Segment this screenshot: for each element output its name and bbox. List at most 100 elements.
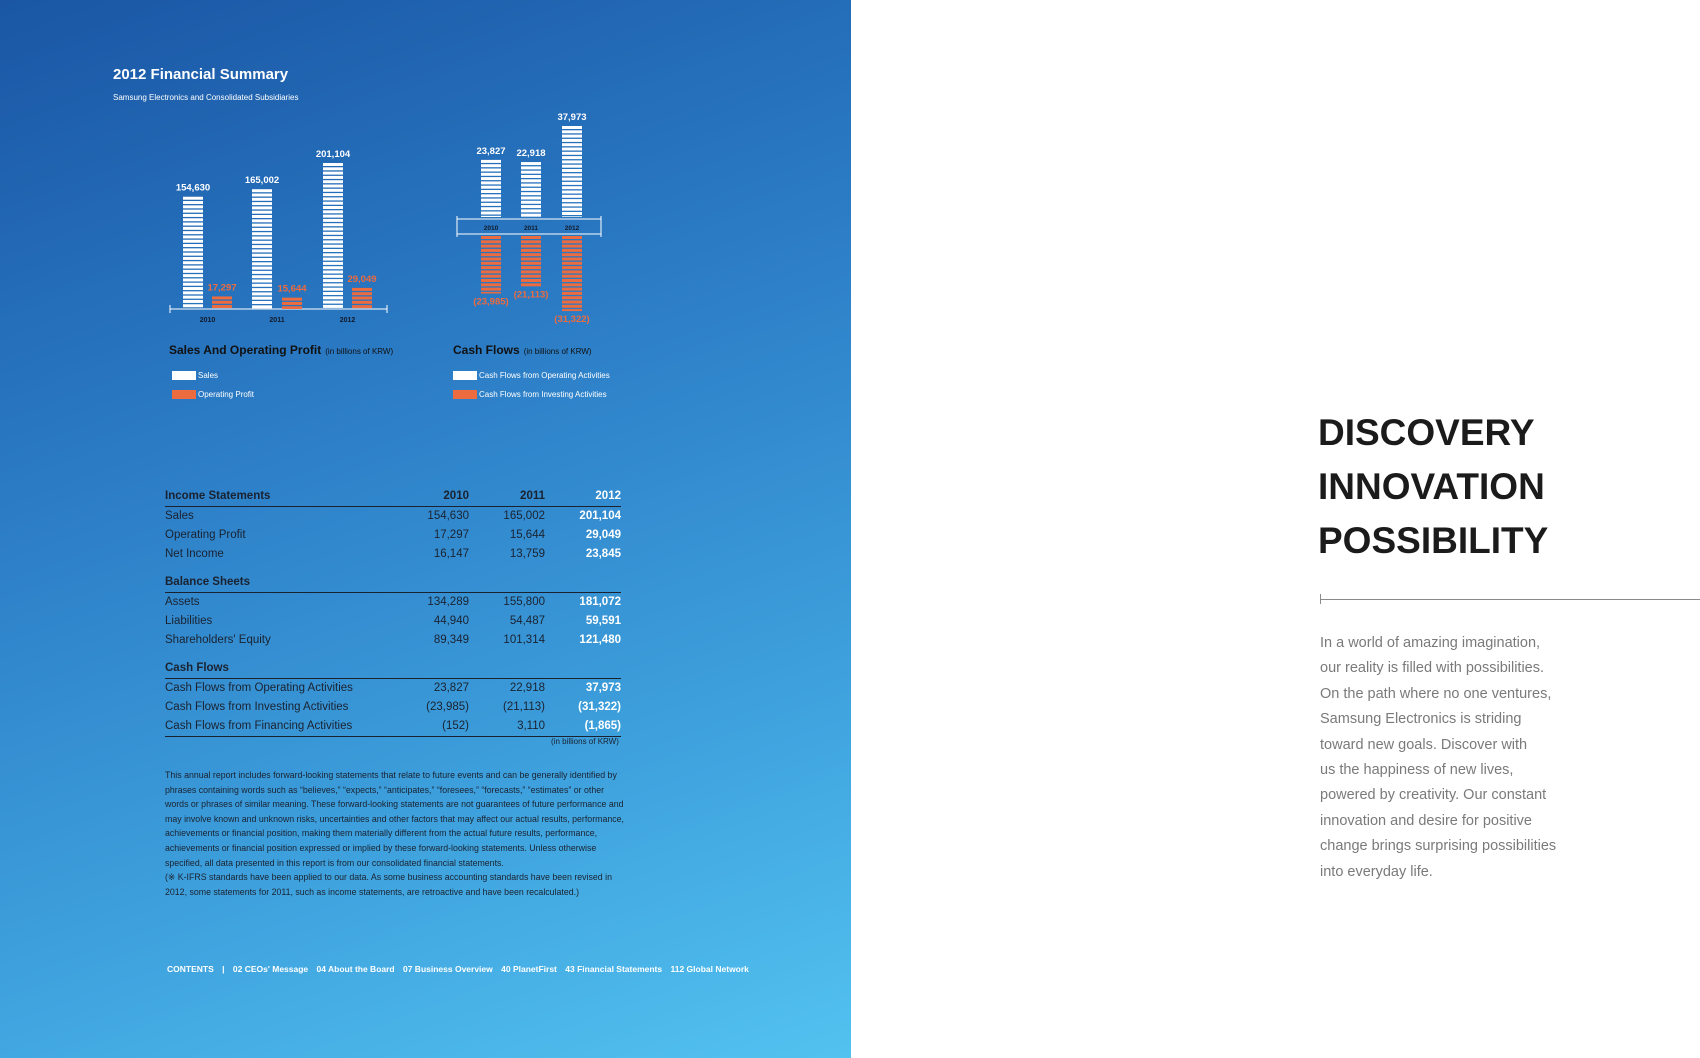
disclaimer-text: This annual report includes forward-look… [165,770,624,868]
table-section-row: Balance Sheets [165,573,621,593]
table-header-row: Income Statements 2010 2011 2012 [165,487,621,507]
bar-stripe [252,296,272,300]
year-header: 2011 [469,487,545,507]
bar-stripe [252,227,272,231]
bar-stripe [323,287,343,291]
bar-stripe [323,167,343,171]
table-section-row: Cash Flows [165,659,621,679]
bar-stripe [521,270,541,274]
bar-stripe [252,249,272,253]
bar-stripe [323,266,343,270]
bar-stripe [323,274,343,278]
cfi-value-label: (23,985) [473,296,508,307]
bar-stripe [183,196,203,200]
bar-stripe [562,181,582,185]
bar-stripe [323,240,343,244]
bar-stripe [481,244,501,248]
sales-bar [323,163,343,308]
bar-stripe [323,206,343,209]
bar-stripe [323,227,343,231]
bar-stripe [481,240,501,244]
bar-stripe [562,287,582,291]
bar-stripe [521,261,541,265]
bar-stripe [252,202,272,206]
bar-stripe [521,174,541,178]
toc-link-global-network[interactable]: 112 Global Network [670,964,749,974]
bar-stripe [562,216,582,217]
cfo-bar [481,159,501,217]
intro-line: into everyday life. [1320,863,1433,880]
bar-stripe [521,187,541,191]
headline-line: INNOVATION [1318,466,1545,507]
bar-stripe [562,160,582,164]
bar-stripe [481,177,501,181]
bar-stripe [183,213,203,217]
bar-stripe [481,159,501,163]
bar-stripe [252,288,272,292]
cell: 29,049 [585,529,621,541]
bar-stripe [183,209,203,213]
cell: 89,349 [433,634,469,646]
chart1-year-label: 2012 [340,317,356,324]
bar-stripe [562,300,582,304]
bar-stripe [481,257,501,261]
cfi-bar [481,236,501,294]
legend-op-label: Operating Profit [198,390,255,399]
intro-line: change brings surprising possibilities [1320,838,1557,855]
bar-stripe [252,275,272,279]
bar-stripe [252,193,272,197]
bar-stripe [252,206,272,210]
bar-stripe [562,169,582,172]
bar-stripe [481,236,501,239]
cfo-bar [562,126,582,217]
bar-stripe [183,278,203,282]
table-row: Assets 134,289 155,800 181,072 [165,593,621,613]
bar-stripe [183,226,203,230]
section-heading: Income Statements [165,487,393,507]
cell: 54,487 [509,615,545,627]
toc-link-planetfirst[interactable]: 40 PlanetFirst [501,964,557,974]
bar-stripe [323,253,343,257]
table-unit-note: (in billions of KRW) [551,737,619,746]
bar-stripe [562,253,582,257]
toc-link-about-board[interactable]: 04 About the Board [316,964,395,974]
bar-stripe [323,214,343,218]
intro-line: Samsung Electronics is striding [1320,711,1522,728]
bar-stripe [252,253,272,257]
cash-chart-title-text: Cash Flows [453,343,520,357]
bar-stripe [481,194,501,198]
bar-stripe [562,156,582,160]
cell: 181,072 [579,596,621,608]
bar-stripe [562,257,582,261]
toc-link-financial-statements[interactable]: 43 Financial Statements [565,964,663,974]
bar-stripe [183,239,203,243]
bar-stripe [252,245,272,249]
row-label: Liabilities [165,615,213,627]
table-row: Cash Flows from Investing Activities (23… [165,698,621,717]
divider-line [1320,599,1700,600]
cash-chart-title: Cash Flows (in billions of KRW) [453,343,592,357]
bar-stripe [562,266,582,270]
toc-link-business-overview[interactable]: 07 Business Overview [402,964,493,974]
cell: 23,827 [433,682,469,694]
bar-stripe [521,248,541,252]
sales-value-label: 201,104 [316,149,351,160]
legend-cfi-label: Cash Flows from Investing Activities [479,390,607,399]
bar-stripe [323,292,343,295]
cfo-value-label: 23,827 [476,146,505,157]
row-label: Cash Flows from Investing Activities [165,701,349,713]
cell: (1,865) [545,717,621,737]
table-row: Sales 154,630 165,002 201,104 [165,507,621,527]
bar-stripe [282,306,302,309]
toc-link-ceos-message[interactable]: 02 CEOs' Message [232,964,309,974]
bar-stripe [183,282,203,286]
bar-stripe [562,151,582,155]
cell: 134,289 [427,596,469,608]
headline: DISCOVERY INNOVATION POSSIBILITY [1318,406,1548,568]
bar-stripe [481,198,501,202]
chart1-year-label: 2010 [200,317,216,324]
operating-profit-value-label: 17,297 [207,282,236,293]
bar-stripe [282,301,302,305]
bar-stripe [562,199,582,203]
spacer-cell [165,564,621,573]
